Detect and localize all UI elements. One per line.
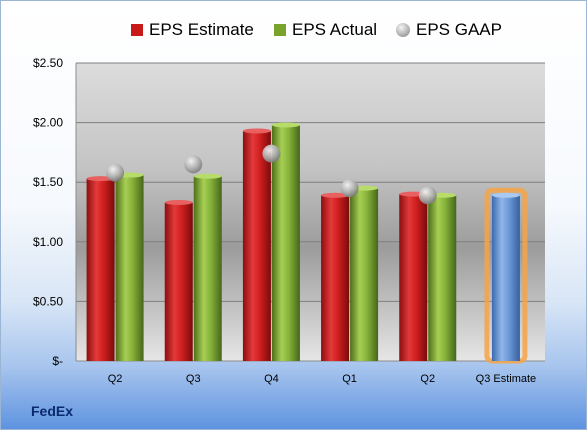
x-tick-label: Q2 [108,373,123,385]
bar-eps-estimate [321,195,350,361]
company-name: FedEx [31,403,74,419]
x-tick-label: Q4 [264,373,279,385]
x-tick-label: Q3 [186,373,201,385]
bar-cap-eps-actual [271,122,300,128]
bar-eps-estimate [242,130,271,361]
bar-cap-eps-actual [193,173,222,179]
y-tick-label: $1.50 [33,175,63,189]
y-tick-label: $0.50 [33,294,63,308]
marker-eps-gaap [106,163,125,182]
marker-eps-gaap [184,155,203,174]
bar-eps-actual [428,195,457,361]
legend-item-actual: EPS Actual [274,18,377,42]
y-tick-label: $2.50 [33,56,63,70]
legend-swatch-gaap [396,23,410,37]
legend-label-estimate: EPS Estimate [149,20,254,39]
x-tick-label: Q3 Estimate [476,373,537,385]
bar-eps-estimate [86,178,115,361]
marker-eps-gaap [418,186,437,205]
x-tick-label: Q2 [420,373,435,385]
x-tick-label: Q1 [342,373,357,385]
eps-chart: $- $0.50 $1.00 $1.50 $2.00 $2.50 Q2 Q3 Q4 Q1 Q2 Q3… [33,56,545,385]
legend-label-actual: EPS Actual [292,20,378,39]
legend-swatch-actual [274,24,286,36]
bar-eps-estimate [399,194,428,361]
legend: EPS Estimate EPS Actual EPS GAAP [1,18,586,42]
legend-label-gaap: EPS GAAP [416,20,502,39]
legend-item-estimate: EPS Estimate [131,18,254,42]
bar-cap-eps-estimate [321,192,350,198]
plot-area [76,63,545,361]
legend-swatch-estimate [131,24,143,36]
bar-next-estimate [491,195,520,361]
bar-cap-eps-estimate [242,128,271,134]
legend-item-gaap: EPS GAAP [396,18,502,42]
bar-eps-actual [271,124,300,361]
y-tick-label: $1.00 [33,235,63,249]
marker-eps-gaap [340,179,359,198]
bar-cap-eps-estimate [164,199,193,205]
bar-cap-next-estimate [491,192,520,198]
y-tick-label: $- [52,354,63,368]
bar-eps-actual [350,188,379,361]
bar-eps-actual [193,176,222,361]
bar-eps-estimate [164,202,193,361]
bar-eps-actual [115,175,144,361]
marker-eps-gaap [262,144,281,163]
y-tick-label: $2.00 [33,116,63,130]
